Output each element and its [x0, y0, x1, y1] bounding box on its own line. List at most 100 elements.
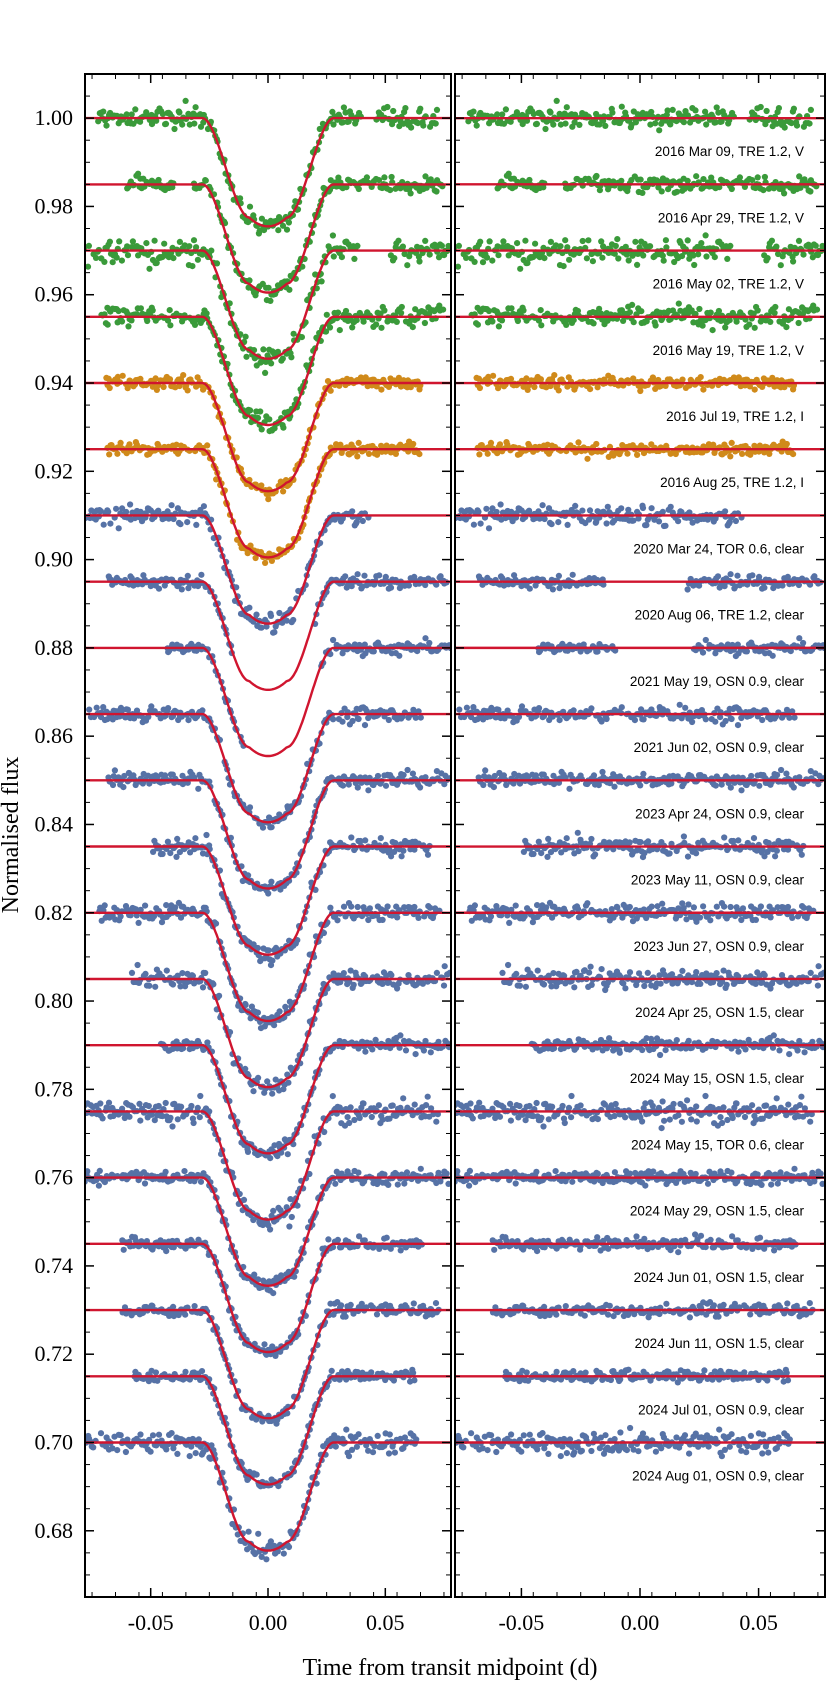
residual-point — [693, 173, 700, 180]
data-point — [180, 372, 187, 379]
data-point — [192, 104, 199, 111]
right-panel-points — [455, 97, 825, 1460]
data-point — [294, 1202, 301, 1209]
data-point — [330, 253, 337, 260]
data-point — [196, 1114, 203, 1121]
data-point — [362, 1048, 369, 1055]
data-point — [202, 177, 209, 184]
data-point — [265, 284, 272, 291]
data-point — [123, 508, 130, 516]
residual-point — [585, 237, 592, 244]
data-point — [149, 1432, 157, 1439]
residual-point — [614, 236, 621, 243]
data-point — [184, 519, 191, 526]
data-point — [438, 242, 445, 249]
data-point — [117, 439, 124, 446]
data-point — [379, 980, 386, 988]
data-point — [351, 1116, 358, 1124]
data-point — [398, 853, 405, 860]
data-point — [331, 516, 338, 523]
residual-point — [538, 322, 545, 329]
data-point — [101, 1179, 108, 1186]
data-point — [97, 1430, 105, 1437]
data-point — [279, 222, 287, 229]
residual-point — [477, 238, 484, 245]
data-point — [245, 1528, 252, 1535]
series-points-left — [85, 1092, 441, 1233]
data-point — [327, 177, 334, 184]
data-point — [374, 1432, 381, 1439]
data-point — [397, 1032, 404, 1039]
residual-point — [680, 119, 688, 126]
data-point — [163, 967, 170, 974]
data-point — [265, 947, 272, 954]
data-point — [334, 309, 342, 316]
data-point — [262, 369, 269, 376]
data-point — [384, 103, 391, 111]
data-point — [184, 387, 191, 394]
data-point — [124, 243, 131, 250]
data-point — [242, 333, 249, 340]
residual-point — [615, 255, 622, 262]
data-point — [349, 324, 356, 331]
data-point — [383, 1234, 390, 1241]
residual-point — [647, 243, 654, 250]
data-point — [142, 970, 149, 978]
data-point — [174, 1450, 181, 1457]
data-point — [148, 703, 155, 710]
data-point — [344, 1114, 351, 1121]
data-point — [115, 307, 122, 315]
data-point — [386, 1115, 393, 1122]
series-points-left — [86, 703, 424, 831]
data-point — [246, 203, 254, 210]
residual-point — [486, 238, 493, 245]
data-point — [189, 263, 196, 270]
data-point — [129, 238, 136, 245]
data-point — [243, 353, 250, 360]
data-point — [97, 1100, 104, 1107]
data-point — [417, 105, 424, 112]
residual-point — [473, 122, 480, 129]
data-point — [265, 496, 272, 503]
data-point — [150, 848, 157, 856]
data-point — [155, 1431, 163, 1438]
data-point — [246, 277, 253, 284]
data-point — [199, 317, 206, 324]
data-point — [404, 766, 411, 774]
residual-point — [652, 120, 659, 127]
data-point — [357, 837, 364, 845]
data-point — [180, 1045, 187, 1052]
data-point — [336, 327, 343, 334]
data-point — [176, 109, 183, 116]
data-point — [327, 904, 334, 911]
data-point — [417, 714, 424, 721]
data-point — [286, 998, 293, 1005]
data-point — [339, 119, 346, 126]
data-point — [250, 1216, 257, 1224]
data-point — [411, 573, 418, 581]
series-points-left — [98, 302, 447, 435]
data-point — [356, 1114, 363, 1122]
data-point — [432, 1300, 440, 1307]
data-point — [254, 414, 262, 421]
data-point — [199, 984, 207, 991]
data-point — [260, 227, 268, 234]
data-point — [349, 717, 356, 725]
data-point — [198, 571, 205, 578]
residual-point — [640, 252, 647, 259]
data-point — [200, 503, 207, 510]
residual-point — [662, 237, 670, 244]
data-point — [339, 782, 347, 789]
residual-point — [711, 254, 718, 261]
data-point — [400, 771, 407, 779]
data-point — [124, 252, 132, 259]
data-point — [146, 265, 153, 272]
data-point — [146, 982, 153, 989]
data-point — [342, 307, 350, 315]
series-points-left — [105, 766, 451, 897]
data-point — [381, 174, 388, 181]
data-point — [267, 1155, 274, 1162]
data-point — [114, 1447, 121, 1454]
data-point — [161, 240, 168, 247]
data-point — [322, 328, 330, 335]
